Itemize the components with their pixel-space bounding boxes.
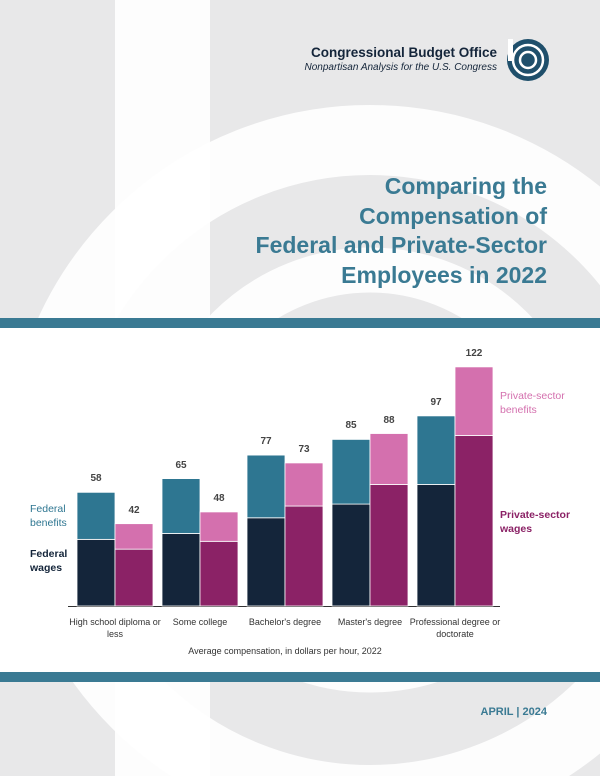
total-label: 42 — [128, 504, 140, 516]
bar-segment — [114, 523, 154, 550]
x-tick-label: Professional degree or doctorate — [409, 617, 501, 639]
bar-segment — [331, 503, 371, 607]
bar-segment — [161, 533, 201, 607]
band — [0, 672, 600, 682]
bar-segment — [284, 462, 324, 507]
bar-segment — [199, 511, 239, 542]
total-label: 58 — [90, 473, 102, 485]
bar-segment — [454, 366, 494, 436]
legend-label: Federal wages — [30, 548, 68, 574]
title-line: Compensation of — [359, 203, 547, 229]
bar-segment — [114, 548, 154, 607]
title-line: Employees in 2022 — [341, 262, 547, 288]
legend-label: Private-sector wages — [500, 509, 571, 535]
total-label: 77 — [260, 436, 272, 448]
total-label: 85 — [345, 420, 357, 432]
organization: Congressional Budget Office — [310, 45, 497, 60]
bar-segment — [369, 433, 409, 485]
x-tick-label: Bachelor's degree — [248, 617, 322, 627]
total-label: 88 — [383, 414, 395, 426]
x-tick-label: Master's degree — [337, 617, 403, 627]
bar-segment — [161, 478, 201, 534]
bar-segment — [454, 435, 494, 607]
x-tick-label: High school diploma or less — [69, 617, 161, 639]
bar-segment — [76, 538, 116, 607]
band — [0, 318, 600, 328]
title-line: Federal and Private-Sector — [255, 232, 547, 258]
x-tick-label: Some college — [172, 617, 228, 627]
bar-segment — [246, 454, 286, 519]
logo — [507, 39, 549, 81]
tagline: Nonpartisan Analysis for the U.S. Congre… — [304, 62, 498, 73]
legend-label: Federal benefits — [30, 503, 67, 529]
total-label: 73 — [298, 443, 310, 455]
total-label: 48 — [213, 492, 225, 504]
date: APRIL | 2024 — [480, 706, 547, 718]
bar-segment — [331, 438, 371, 505]
title-line: Comparing the — [384, 173, 547, 199]
bar-segment — [416, 415, 456, 485]
legend-label: Private-sector benefits — [500, 390, 565, 416]
bar-segment — [199, 540, 239, 607]
bar-segment — [76, 491, 116, 540]
bar-segment — [284, 505, 324, 607]
total-label: 97 — [430, 396, 442, 408]
bar-segment — [416, 484, 456, 607]
bar-segment — [246, 517, 286, 607]
total-label: 122 — [465, 347, 483, 359]
bar-segment — [369, 484, 409, 607]
x-axis-label: Average compensation, in dollars per hou… — [188, 646, 382, 656]
total-label: 65 — [175, 459, 187, 471]
